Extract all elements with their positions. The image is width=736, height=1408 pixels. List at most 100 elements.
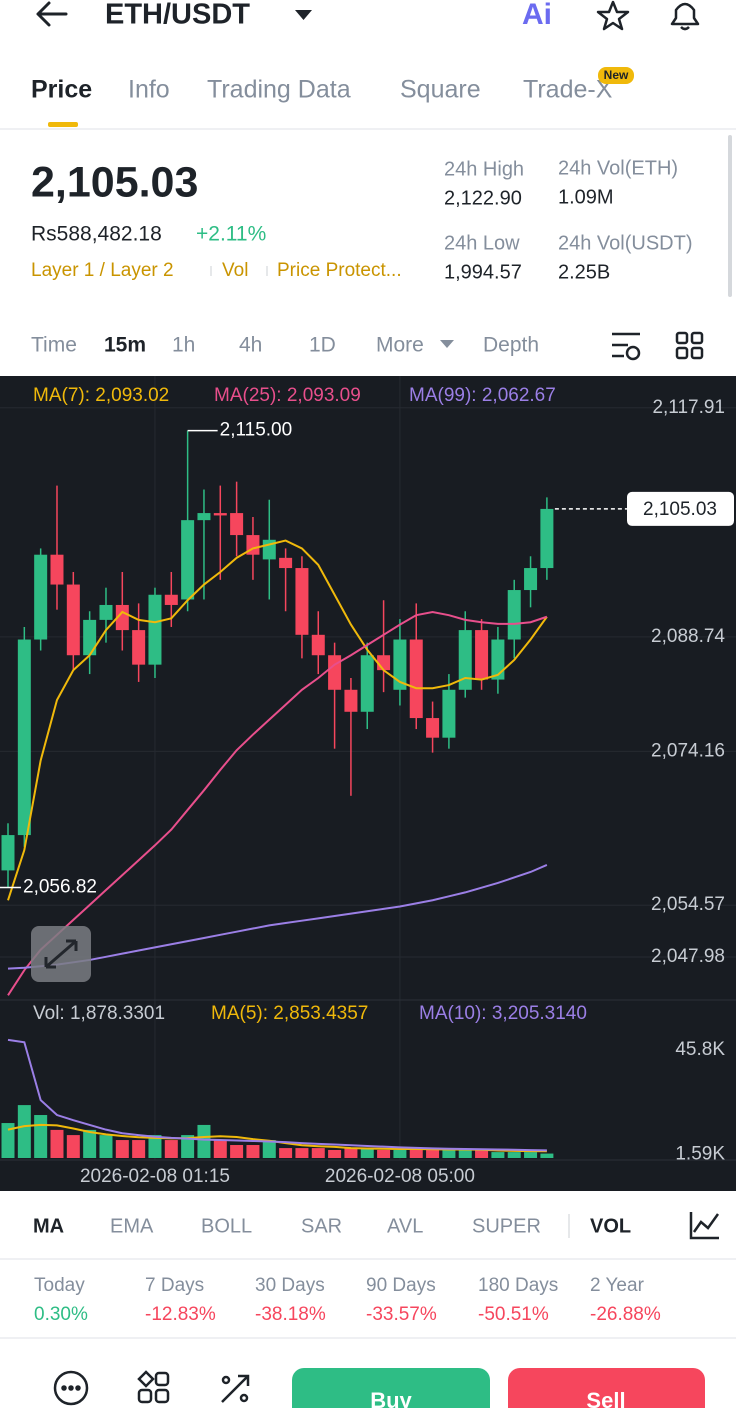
volume-tick-label: 45.8K — [675, 1039, 725, 1060]
buy-button[interactable] — [292, 1368, 490, 1408]
volume-bar — [393, 1149, 407, 1158]
volume-bar — [246, 1145, 260, 1158]
stat-label: 24h Vol(USDT) — [558, 232, 693, 254]
volume-bar — [262, 1140, 276, 1158]
ma-legend: MA(99): 2,062.67 — [409, 385, 556, 406]
buy-label[interactable]: Buy — [370, 1388, 412, 1408]
volume-bar — [295, 1148, 309, 1158]
tag-separator — [266, 266, 268, 276]
ma-line — [7, 611, 548, 996]
y-tick-label: 2,088.74 — [651, 626, 725, 647]
ma-legend: MA(25): 2,093.09 — [214, 385, 361, 406]
performance-label: 30 Days — [255, 1275, 325, 1296]
stat-value: 1.09M — [558, 186, 614, 208]
x-tick-label: 2026-02-08 01:15 — [80, 1166, 230, 1187]
candle-body — [279, 557, 293, 569]
tag[interactable]: Layer 1 / Layer 2 — [31, 260, 174, 281]
tab[interactable]: Trade-X — [523, 76, 613, 104]
volume-bar — [360, 1148, 374, 1158]
volume-bar — [377, 1149, 391, 1158]
indicator-separator — [568, 1214, 570, 1238]
volume-bar — [164, 1140, 178, 1158]
back-button[interactable] — [36, 1, 68, 27]
volume-bar — [148, 1135, 162, 1158]
volume-bar — [132, 1140, 146, 1158]
interval[interactable]: More — [376, 334, 424, 357]
tab[interactable]: Price — [31, 76, 92, 104]
performance-label: 180 Days — [478, 1275, 558, 1296]
sell-button[interactable] — [508, 1368, 705, 1408]
stat-value: 1,994.57 — [444, 261, 522, 283]
volume-bar — [491, 1152, 505, 1158]
tag[interactable]: Price Protect... — [277, 260, 402, 281]
candle-body — [295, 568, 309, 635]
volume-bar — [230, 1145, 244, 1158]
indicator-tab[interactable]: AVL — [387, 1215, 423, 1237]
indicator-tab[interactable]: MA — [33, 1215, 64, 1237]
tab-bar: Price Info Trading Data Square Trade-X — [31, 76, 613, 104]
performance-label: 90 Days — [366, 1275, 436, 1296]
current-price-label: 2,105.03 — [643, 499, 717, 520]
x-tick-label: 2026-02-08 05:00 — [325, 1166, 475, 1187]
candle-body — [213, 513, 227, 516]
stat-value: 2,122.90 — [444, 187, 522, 209]
volume-bar — [83, 1129, 97, 1158]
volume-bar — [442, 1149, 456, 1158]
candle-body — [34, 554, 48, 640]
y-tick-label: 2,047.98 — [651, 946, 725, 967]
sell-label[interactable]: Sell — [586, 1388, 625, 1408]
trade-icon[interactable] — [221, 1374, 250, 1403]
pair-caret[interactable] — [295, 10, 312, 20]
volume-bar — [458, 1149, 472, 1158]
performance-value: -12.83% — [145, 1304, 216, 1325]
tab[interactable]: Trading Data — [207, 76, 351, 104]
candle-body — [148, 594, 162, 665]
indicator-tab[interactable]: SAR — [301, 1215, 342, 1237]
interval[interactable]: Depth — [483, 334, 539, 357]
apps-icon[interactable] — [137, 1370, 170, 1404]
indicator-tab[interactable]: SUPER — [472, 1215, 541, 1237]
stat-label: 24h High — [444, 158, 524, 180]
interval[interactable]: 1D — [309, 334, 336, 357]
expand-icon — [44, 939, 78, 969]
indicator-settings[interactable] — [689, 1212, 720, 1240]
candle-body — [164, 594, 178, 605]
volume-bar — [197, 1124, 211, 1158]
bell-icon[interactable] — [670, 2, 700, 31]
tab[interactable]: Info — [128, 76, 170, 104]
indicator-tab[interactable]: BOLL — [201, 1215, 252, 1237]
candle-body — [540, 508, 554, 569]
candle-body — [409, 639, 423, 719]
tag-separator — [210, 266, 212, 276]
pair-title[interactable]: ETH/USDT — [105, 0, 250, 31]
last-price: 2,105.03 — [31, 158, 198, 206]
interval[interactable]: 1h — [172, 334, 195, 357]
interval[interactable]: 4h — [239, 334, 262, 357]
favorite-icon[interactable] — [596, 0, 630, 31]
volume-bar — [50, 1129, 64, 1158]
more-caret[interactable] — [440, 340, 454, 348]
ma-line — [7, 539, 548, 901]
settings-icon[interactable] — [612, 332, 641, 361]
scrollbar — [728, 135, 732, 297]
performance: Today 0.30% 7 Days -12.83% 30 Days -38.18% 90 … — [34, 1275, 661, 1325]
indicator-tab[interactable]: VOL — [590, 1215, 631, 1237]
tag[interactable]: Vol — [222, 260, 248, 281]
interval[interactable]: Time — [31, 334, 77, 357]
volume-tick-label: 1.59K — [675, 1143, 725, 1164]
stat-value: 2.25B — [558, 261, 610, 283]
volume-bar — [115, 1140, 129, 1158]
more-icon[interactable] — [53, 1370, 89, 1406]
volume-bar — [17, 1105, 31, 1158]
volume-bar — [66, 1135, 80, 1158]
ai-button[interactable]: Ai — [522, 0, 552, 31]
volume-bar — [409, 1148, 423, 1158]
interval[interactable]: 15m — [104, 334, 146, 357]
volume-bar — [311, 1148, 325, 1158]
layout-icon[interactable] — [675, 331, 704, 360]
indicator-tab[interactable]: EMA — [110, 1215, 154, 1237]
indicator-bar: MA EMA BOLL SAR AVL SUPER VOL — [33, 1215, 631, 1237]
tab[interactable]: Square — [400, 76, 481, 104]
